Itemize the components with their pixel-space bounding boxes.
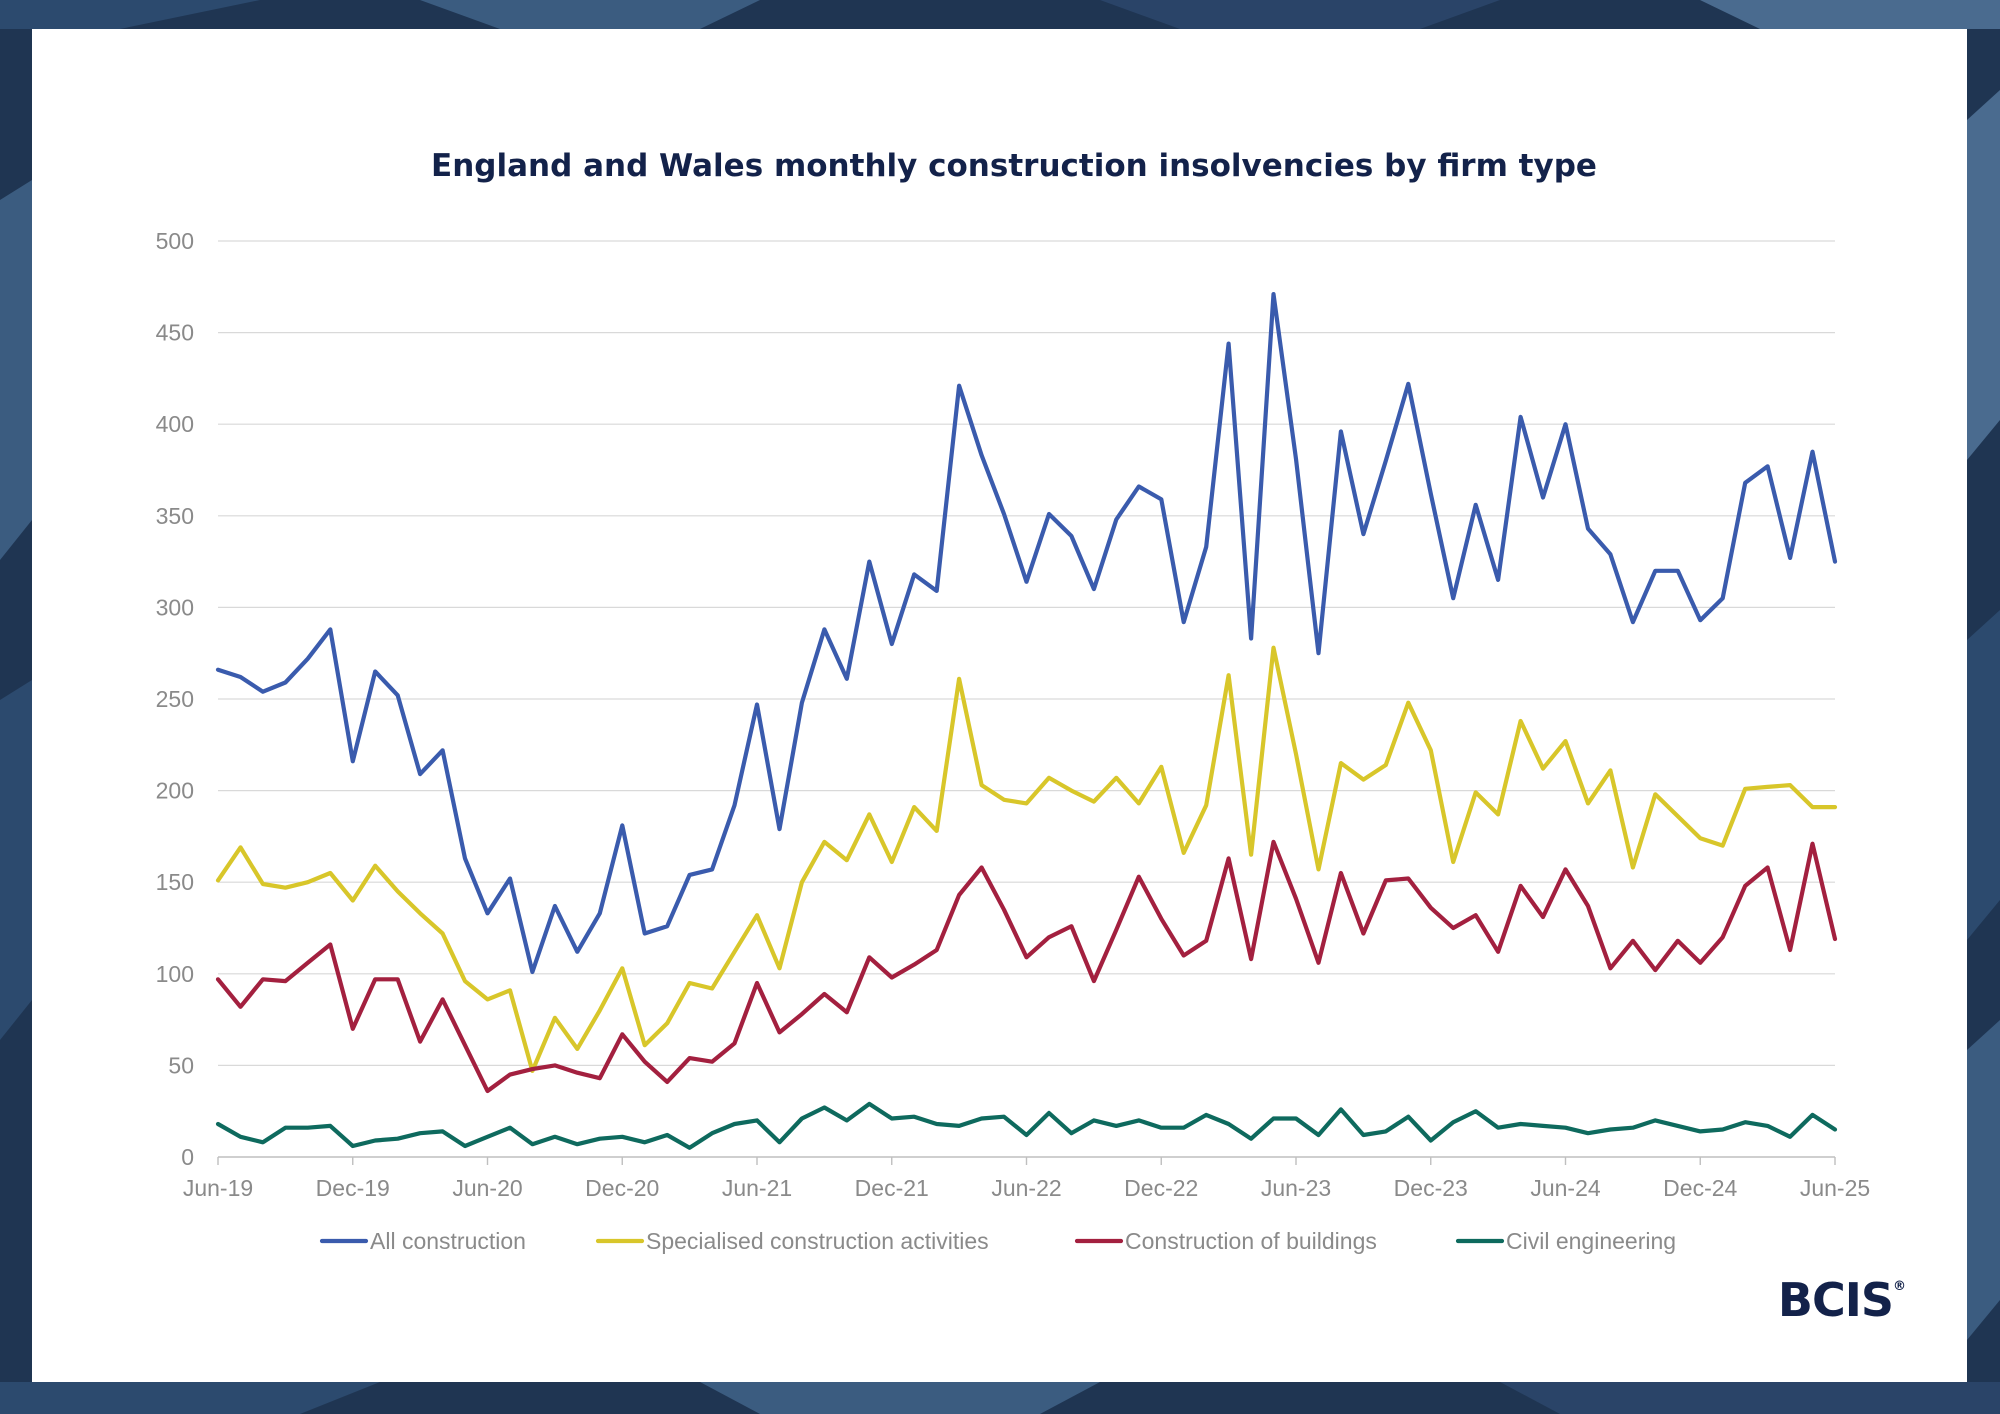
x-tick-label: Dec-22 bbox=[1124, 1175, 1198, 1201]
bcis-logo: BCIS® bbox=[1777, 1273, 1906, 1327]
y-tick-label: 450 bbox=[156, 320, 194, 346]
series-line-civil-engineering bbox=[215, 1101, 1838, 1150]
x-tick-label: Jun-20 bbox=[452, 1175, 522, 1201]
legend: All construction Specialised construction… bbox=[319, 1228, 1676, 1254]
line-chart: England and Wales monthly construction i… bbox=[156, 148, 1871, 1254]
legend-label: All construction bbox=[370, 1228, 526, 1254]
x-tick-label: Jun-22 bbox=[991, 1175, 1061, 1201]
x-tick-label: Dec-20 bbox=[585, 1175, 659, 1201]
y-tick-label: 400 bbox=[156, 411, 194, 437]
y-tick-label: 50 bbox=[168, 1052, 194, 1078]
x-tick-label: Jun-23 bbox=[1261, 1175, 1331, 1201]
x-tick-label: Jun-24 bbox=[1530, 1175, 1601, 1201]
gridlines bbox=[218, 240, 1835, 1158]
y-tick-label: 300 bbox=[156, 594, 194, 620]
series-line-specialised-construction-activities bbox=[215, 645, 1838, 1074]
legend-label: Construction of buildings bbox=[1125, 1228, 1377, 1254]
x-axis-ticks: Jun-19 Dec-19 Jun-20 Dec-20 Jun-21 Dec-21 Jun-… bbox=[183, 1157, 1870, 1201]
series-line-construction-of-buildings bbox=[215, 839, 1838, 1094]
legend-label: Civil engineering bbox=[1506, 1228, 1676, 1254]
x-tick-label: Dec-19 bbox=[316, 1175, 390, 1201]
legend-label: Specialised construction activities bbox=[646, 1228, 989, 1254]
x-tick-label: Jun-19 bbox=[183, 1175, 253, 1201]
series-lines bbox=[215, 292, 1838, 1150]
chart-title: England and Wales monthly construction i… bbox=[431, 148, 1597, 184]
x-tick-label: Jun-21 bbox=[722, 1175, 792, 1201]
y-tick-label: 0 bbox=[181, 1144, 194, 1170]
y-tick-label: 200 bbox=[156, 778, 194, 804]
x-tick-label: Dec-23 bbox=[1394, 1175, 1468, 1201]
y-tick-label: 100 bbox=[156, 961, 194, 987]
x-tick-label: Dec-24 bbox=[1663, 1175, 1737, 1201]
y-tick-label: 350 bbox=[156, 503, 194, 529]
chart-card: England and Wales monthly construction i… bbox=[32, 29, 1967, 1382]
x-tick-label: Dec-21 bbox=[855, 1175, 929, 1201]
y-tick-label: 500 bbox=[156, 228, 194, 254]
y-tick-label: 250 bbox=[156, 686, 194, 712]
y-tick-label: 150 bbox=[156, 869, 194, 895]
x-tick-label: Jun-25 bbox=[1800, 1175, 1870, 1201]
series-line-all-construction bbox=[215, 292, 1838, 975]
y-axis-ticks: 0 50 100 150 200 250 300 350 400 450 500 bbox=[156, 228, 194, 1170]
